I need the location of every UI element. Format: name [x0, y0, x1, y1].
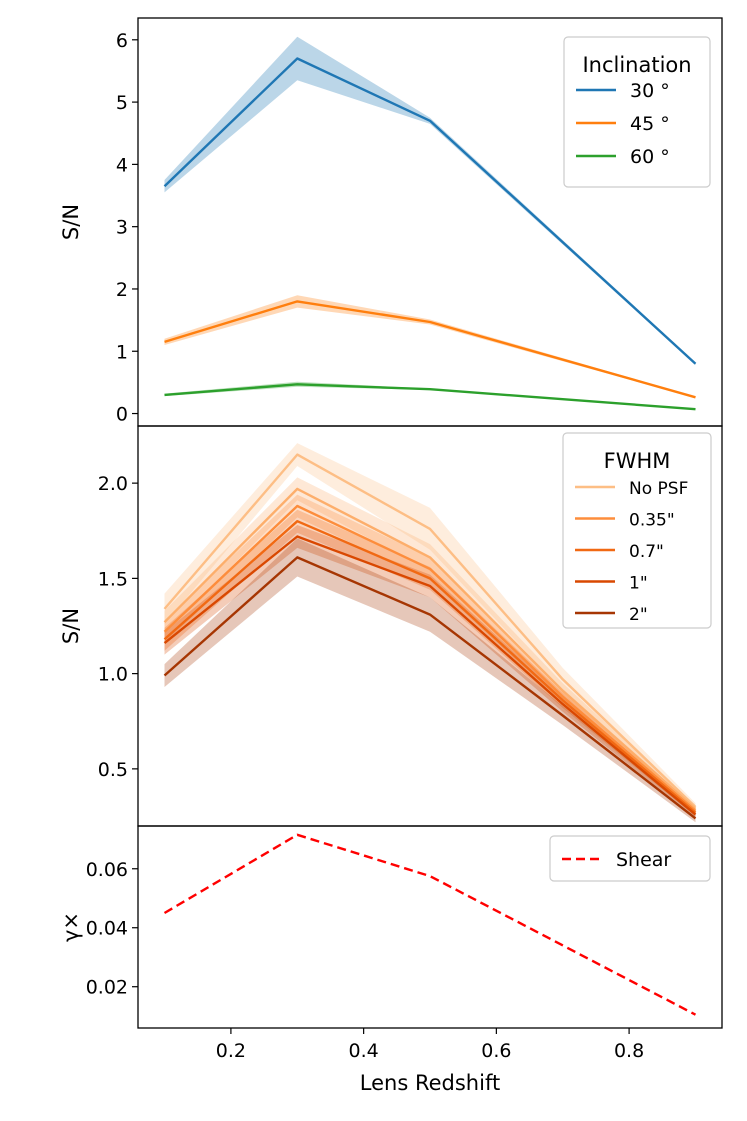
xtick-label-3: 0.8	[614, 1040, 644, 1062]
ytick-label-middle-0: 0.5	[98, 759, 128, 781]
ytick-label-bottom-1: 0.04	[86, 918, 128, 940]
band-middle-4	[164, 525, 696, 819]
legend-box-top	[563, 36, 711, 188]
band-middle-0	[164, 443, 696, 811]
legend-box-middle	[562, 432, 712, 629]
ytick-label-top-2: 2	[116, 279, 128, 301]
ytick-label-top-4: 4	[116, 154, 128, 176]
axes-frame-bottom	[137, 825, 723, 1029]
xtick-label-1: 0.4	[349, 1040, 379, 1062]
line-top-2	[164, 383, 696, 411]
legend-label-top-0: 30 °	[630, 80, 670, 102]
band-middle-3	[164, 509, 696, 817]
legend-label-middle-2: 0.35"	[629, 511, 675, 531]
ytick-label-top-1: 1	[116, 341, 128, 363]
legend-label-middle-5: 2"	[629, 605, 648, 625]
line-middle-1	[163, 487, 697, 810]
ytick-label-top-5: 5	[116, 92, 128, 114]
legend-label-top-1: 45 °	[630, 113, 670, 135]
line-top-0	[163, 57, 697, 365]
panel-middle: 0.5 1.0 1.5 2.0 S/N FWHM No PSF 0.35" 0.7" 1" 2"	[59, 425, 723, 827]
band-middle-1	[164, 477, 696, 813]
legend-bottom: Shear	[549, 835, 711, 882]
line-middle-0	[163, 453, 697, 808]
ytick-label-top-0: 0	[116, 404, 128, 426]
line-middle-5	[163, 556, 697, 820]
xtick-label-2: 0.6	[481, 1040, 511, 1062]
line-bottom-0	[163, 833, 697, 1016]
ylabel-top: S/N	[59, 204, 83, 240]
line-middle-4	[163, 535, 697, 816]
legend-label-middle-3: 0.7"	[629, 542, 664, 562]
line-top-1	[164, 300, 696, 399]
legend-title-middle: FWHM	[604, 449, 671, 473]
ytick-label-middle-1: 1.0	[98, 664, 128, 686]
legend-middle: FWHM No PSF 0.35" 0.7" 1" 2"	[562, 432, 712, 629]
ylabel-bottom: γ×	[59, 912, 83, 942]
line-middle-3	[163, 520, 697, 814]
legend-title-top: Inclination	[582, 53, 691, 77]
ytick-label-middle-3: 2.0	[98, 473, 128, 495]
legend-label-bottom-0: Shear	[616, 849, 671, 871]
band-top-2	[164, 381, 696, 410]
ytick-label-top-3: 3	[116, 217, 128, 239]
legend-box-bottom	[549, 835, 711, 882]
band-top-1	[164, 295, 696, 398]
ytick-label-bottom-0: 0.02	[86, 977, 128, 999]
ytick-label-top-6: 6	[116, 30, 128, 52]
line-middle-2	[163, 504, 697, 812]
legend-label-top-2: 60 °	[630, 146, 670, 168]
panel-top: 0 1 2 3 4 5 6 S/N Inclination 30 ° 45 ° 60 °	[59, 17, 723, 427]
xtick-label-0: 0.2	[216, 1040, 246, 1062]
legend-top: Inclination 30 ° 45 ° 60 °	[563, 36, 711, 188]
legend-label-middle-4: 1"	[629, 574, 648, 594]
ytick-label-middle-2: 1.5	[98, 568, 128, 590]
ytick-label-bottom-2: 0.06	[86, 859, 128, 881]
legend-label-middle-0: No PSF	[629, 479, 688, 499]
panel-bottom: 0.02 0.04 0.06 γ× 0.2 0.4 0.6 0.8 Lens Redshift S…	[59, 825, 723, 1095]
ylabel-middle: S/N	[59, 608, 83, 644]
xlabel: Lens Redshift	[360, 1071, 500, 1095]
